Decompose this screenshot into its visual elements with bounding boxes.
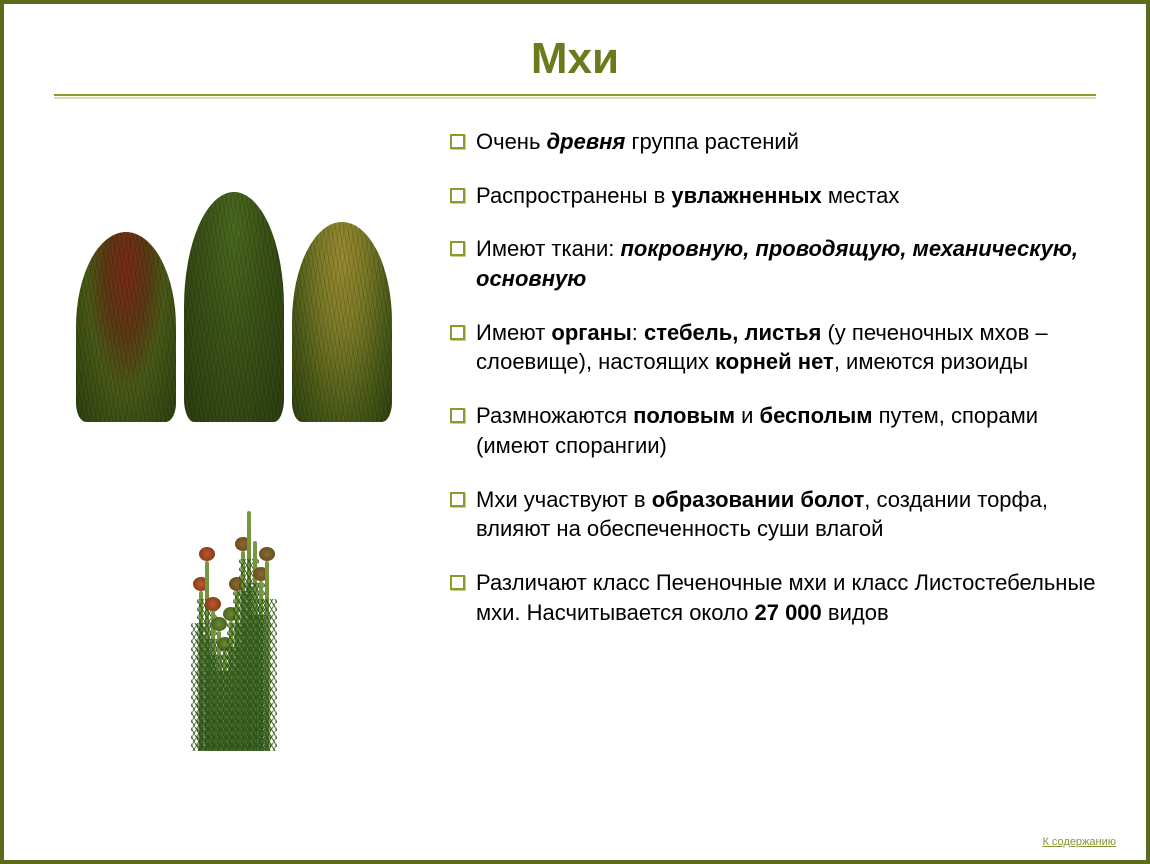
text: Очень: [476, 129, 547, 154]
list-item: Различают класс Печеночные мхи и класс Л…: [444, 568, 1106, 627]
content-row: Очень древня группа растений Распростран…: [44, 119, 1106, 819]
toc-link[interactable]: К содержанию: [1042, 836, 1116, 848]
moss-clump-icon: [76, 232, 176, 422]
text-emph: половым: [633, 403, 735, 428]
moss-sprigs-image: [44, 467, 424, 757]
slide: Мхи: [0, 0, 1150, 864]
text: Размножаются: [476, 403, 633, 428]
list-item: Очень древня группа растений: [444, 127, 1106, 157]
text: :: [632, 320, 644, 345]
page-title: Мхи: [44, 34, 1106, 84]
text-emph: стебель, листья: [644, 320, 821, 345]
text-emph: бесполым: [760, 403, 873, 428]
image-column: [44, 119, 424, 819]
text-column: Очень древня группа растений Распростран…: [444, 119, 1106, 819]
text-emph: увлажненных: [671, 183, 821, 208]
moss-clump-icon: [184, 192, 284, 422]
text: местах: [822, 183, 900, 208]
text: Мхи участвуют в: [476, 487, 652, 512]
text: группа растений: [625, 129, 799, 154]
text: , имеются ризоиды: [834, 349, 1028, 374]
text: Имеют ткани:: [476, 236, 620, 261]
moss-sprig-icon: [265, 561, 269, 751]
list-item: Мхи участвуют в образовании болот, созда…: [444, 485, 1106, 544]
moss-clumps-image: [44, 162, 424, 422]
text: Распространены в: [476, 183, 671, 208]
text: видов: [822, 600, 889, 625]
list-item: Имеют органы: стебель, листья (у печеноч…: [444, 318, 1106, 377]
moss-clump-icon: [292, 222, 392, 422]
list-item: Распространены в увлажненных местах: [444, 181, 1106, 211]
text-emph: 27 000: [754, 600, 821, 625]
bullet-list: Очень древня группа растений Распростран…: [444, 127, 1106, 627]
text-emph: корней нет: [715, 349, 834, 374]
text-emph: образовании болот: [652, 487, 865, 512]
text: Имеют: [476, 320, 551, 345]
text-emph: органы: [551, 320, 631, 345]
list-item: Имеют ткани: покровную, проводящую, меха…: [444, 234, 1106, 293]
text-emph: древня: [547, 129, 626, 154]
text: и: [735, 403, 760, 428]
title-rule: [54, 94, 1096, 99]
list-item: Размножаются половым и бесполым путем, с…: [444, 401, 1106, 460]
